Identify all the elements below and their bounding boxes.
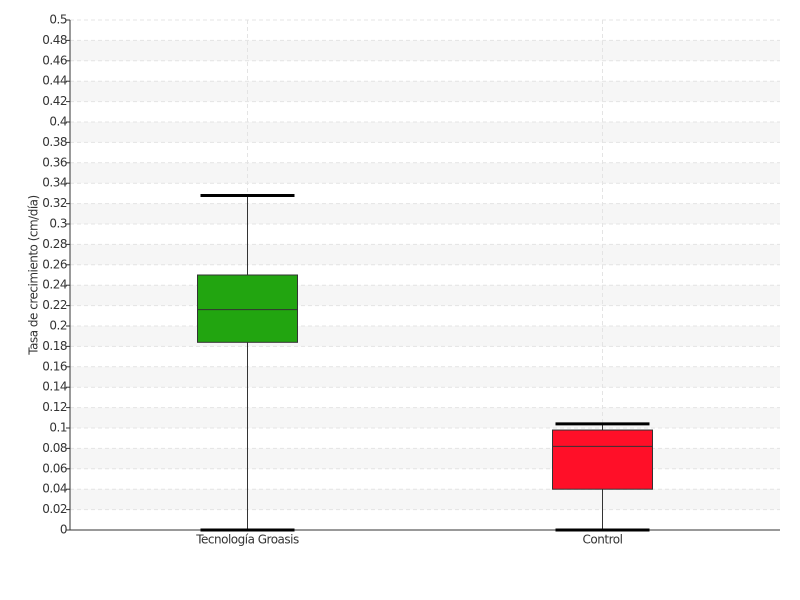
grid-band	[70, 162, 780, 184]
y-tick-label: 0.26	[42, 257, 67, 271]
y-tick-label: 0.36	[42, 155, 67, 169]
y-tick-label: 0	[60, 523, 67, 537]
x-tick-label: Control	[583, 533, 623, 547]
y-tick-label: 0.14	[42, 380, 67, 394]
grid-band	[70, 203, 780, 224]
grid-band	[70, 366, 780, 388]
grid-band	[70, 285, 780, 306]
y-tick-label: 0.32	[42, 196, 67, 210]
y-tick-label: 0.12	[42, 400, 67, 414]
y-tick-label: 0.28	[42, 237, 67, 251]
grid-band	[70, 81, 780, 102]
y-tick-label: 0.34	[42, 176, 67, 190]
box	[197, 274, 298, 343]
y-tick-label: 0.24	[42, 278, 67, 292]
grid-band	[70, 122, 780, 143]
y-tick-label: 0.04	[42, 482, 67, 496]
y-tick-label: 0.46	[42, 53, 67, 67]
y-tick-label: 0.1	[49, 421, 67, 435]
y-tick-label: 0.08	[42, 441, 67, 455]
y-tick-label: 0.3	[49, 217, 67, 231]
box	[552, 429, 653, 490]
grid-band	[70, 489, 780, 510]
y-tick-label: 0.38	[42, 135, 67, 149]
grid-band	[70, 40, 780, 61]
grid-band	[70, 326, 780, 347]
y-tick-label: 0.02	[42, 502, 67, 516]
y-tick-label: 0.06	[42, 461, 67, 475]
y-tick-label: 0.5	[49, 13, 67, 27]
y-tick-label: 0.18	[42, 339, 67, 353]
y-tick-label: 0.22	[42, 298, 67, 312]
y-axis-label: Tasa de crecimiento (cm/día)	[27, 195, 41, 355]
y-tick-label: 0.4	[49, 115, 67, 129]
y-tick-label: 0.16	[42, 359, 67, 373]
y-tick-label: 0.2	[49, 319, 67, 333]
grid-band	[70, 244, 780, 265]
grid-band	[70, 448, 780, 469]
grid-band	[70, 407, 780, 428]
y-tick-label: 0.42	[42, 94, 67, 108]
y-tick-label: 0.48	[42, 33, 67, 47]
x-tick-label: Tecnología Groasis	[195, 533, 299, 547]
y-tick-label: 0.44	[42, 74, 67, 88]
